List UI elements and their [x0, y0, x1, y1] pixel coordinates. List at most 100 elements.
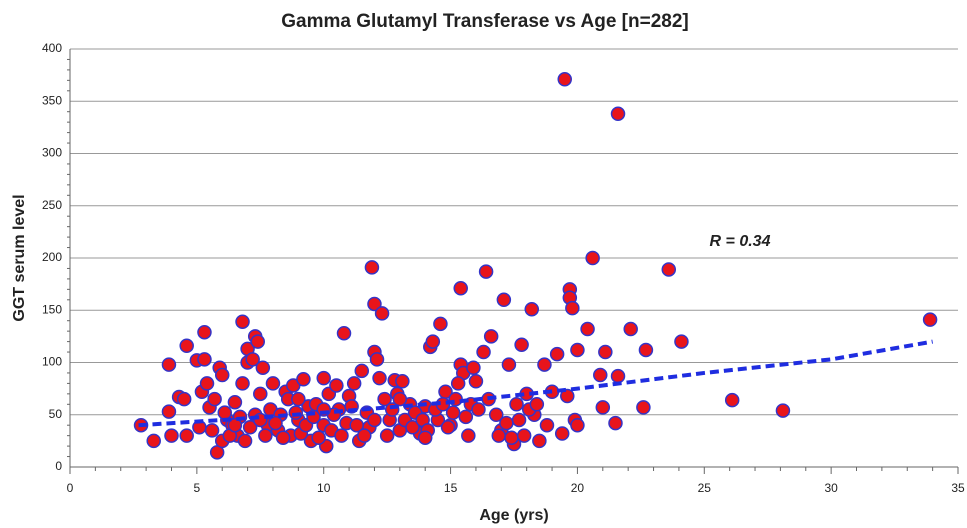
y-tick-label: 350	[42, 93, 62, 107]
point	[369, 352, 385, 367]
point	[354, 363, 370, 379]
point	[570, 342, 585, 358]
x-tick-label: 30	[824, 481, 838, 495]
point	[372, 370, 387, 386]
point	[291, 391, 306, 407]
point	[334, 428, 349, 443]
point	[179, 338, 194, 354]
point	[496, 292, 512, 308]
y-tick-label: 0	[55, 459, 62, 473]
y-tick-label: 200	[42, 250, 62, 264]
point	[286, 378, 301, 393]
point	[204, 423, 220, 438]
point	[580, 321, 595, 337]
point	[199, 376, 215, 391]
x-tick-label: 5	[194, 481, 201, 495]
point	[598, 344, 613, 360]
point	[476, 344, 491, 360]
point	[235, 376, 250, 391]
y-tick-label: 100	[42, 355, 62, 369]
point	[425, 334, 441, 349]
point	[524, 301, 540, 317]
point	[458, 409, 474, 425]
point	[392, 391, 408, 407]
point	[440, 420, 456, 435]
point	[242, 420, 258, 435]
point	[501, 357, 517, 372]
point	[499, 415, 514, 431]
point	[504, 430, 519, 445]
point	[610, 368, 626, 384]
point	[265, 376, 281, 391]
point	[367, 412, 382, 428]
chart-title: Gamma Glutamyl Transferase vs Age [n=282…	[281, 11, 688, 32]
point	[346, 376, 362, 391]
point	[453, 281, 468, 296]
point	[379, 428, 395, 443]
point	[227, 394, 243, 410]
point	[478, 264, 494, 279]
y-axis-label: GGT serum level	[11, 194, 28, 321]
y-tick-label: 300	[42, 146, 62, 160]
point	[549, 346, 565, 362]
point	[610, 106, 626, 122]
point	[491, 428, 507, 443]
point	[608, 415, 623, 431]
point	[595, 400, 611, 415]
point	[146, 433, 161, 449]
point	[250, 334, 265, 349]
x-tick-label: 35	[951, 481, 965, 495]
point	[565, 300, 580, 316]
point	[593, 367, 608, 383]
point	[623, 321, 638, 337]
x-axis-label: Age (yrs)	[479, 507, 548, 524]
point	[214, 367, 230, 383]
x-tick-label: 20	[571, 481, 585, 495]
point	[227, 417, 243, 433]
point	[275, 430, 291, 445]
point	[349, 417, 364, 433]
point	[636, 400, 651, 415]
point	[357, 428, 372, 443]
point	[775, 403, 791, 418]
point	[516, 428, 532, 443]
point	[585, 250, 600, 266]
y-tick-label: 150	[42, 302, 62, 316]
trendline	[138, 339, 933, 428]
y-tick-label: 50	[49, 407, 63, 421]
x-tick-label: 10	[317, 481, 331, 495]
point	[514, 337, 529, 352]
y-tick-label: 250	[42, 198, 62, 212]
point	[164, 428, 179, 443]
point	[316, 370, 331, 386]
annotation: R = 0.34	[710, 233, 771, 250]
x-tick-label: 15	[444, 481, 458, 495]
point	[311, 430, 326, 445]
point	[471, 402, 486, 417]
point	[374, 306, 390, 321]
point	[207, 391, 222, 407]
point	[255, 360, 271, 375]
point	[466, 360, 481, 375]
point	[217, 405, 233, 420]
point	[197, 324, 212, 340]
x-tick-label: 0	[67, 481, 74, 495]
point	[433, 316, 448, 332]
point	[509, 397, 524, 412]
point	[674, 334, 689, 349]
point	[296, 371, 311, 387]
point	[532, 433, 547, 449]
point	[445, 405, 461, 420]
point	[661, 262, 677, 277]
point	[405, 420, 420, 435]
point	[176, 391, 192, 407]
y-tick-label: 400	[42, 41, 62, 55]
point	[336, 325, 352, 341]
point	[329, 378, 344, 393]
point	[483, 329, 499, 344]
point	[461, 428, 476, 443]
point	[511, 412, 527, 428]
point	[179, 428, 194, 443]
point	[161, 404, 177, 419]
